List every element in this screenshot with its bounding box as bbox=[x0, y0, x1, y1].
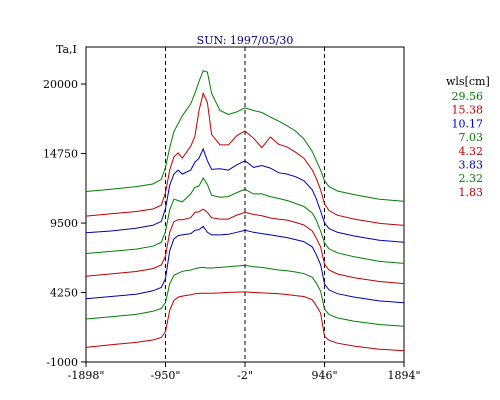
y-axis-label: Ta,I bbox=[56, 43, 77, 56]
x-tick-label: 946" bbox=[311, 369, 337, 382]
legend-entry: 4.32 bbox=[459, 145, 484, 158]
legend-entry: 1.83 bbox=[459, 186, 484, 199]
y-tick-label: 9500 bbox=[50, 217, 78, 230]
series-line-10.17 bbox=[85, 147, 405, 243]
legend-entry: 2.32 bbox=[459, 172, 484, 185]
y-tick-label: 20000 bbox=[43, 78, 78, 91]
series-line-7.03 bbox=[85, 177, 405, 264]
x-axis-ticks: -1898" -950" -2" 946" 1894" bbox=[68, 362, 421, 382]
legend: wls[cm] 29.5615.3810.177.034.323.832.321… bbox=[446, 75, 490, 199]
y-tick-label: 4250 bbox=[50, 287, 78, 300]
legend-entry: 29.56 bbox=[452, 90, 484, 103]
x-tick-label: -2" bbox=[237, 369, 253, 382]
series-line-2.32 bbox=[85, 264, 405, 327]
y-axis-ticks: -1000 4250 9500 14750 20000 bbox=[43, 78, 86, 369]
legend-entry: 10.17 bbox=[452, 117, 484, 130]
series-line-3.83 bbox=[85, 225, 405, 304]
y-tick-label: 14750 bbox=[43, 148, 78, 161]
series-line-4.32 bbox=[85, 208, 405, 285]
y-tick-label: -1000 bbox=[46, 356, 78, 369]
legend-entry: 15.38 bbox=[452, 104, 484, 117]
x-tick-label: -1898" bbox=[68, 369, 105, 382]
series-line-29.56 bbox=[85, 70, 405, 202]
series-line-15.38 bbox=[85, 91, 405, 226]
vertical-marker-lines bbox=[165, 47, 325, 362]
x-tick-label: -950" bbox=[151, 369, 181, 382]
series-lines bbox=[85, 70, 405, 352]
legend-title: wls[cm] bbox=[446, 75, 490, 88]
x-tick-label: 1894" bbox=[387, 369, 420, 382]
chart-title: SUN: 1997/05/30 bbox=[197, 34, 294, 47]
legend-entry: 7.03 bbox=[459, 131, 484, 144]
legend-entry: 3.83 bbox=[459, 159, 484, 172]
series-line-1.83 bbox=[85, 291, 405, 352]
